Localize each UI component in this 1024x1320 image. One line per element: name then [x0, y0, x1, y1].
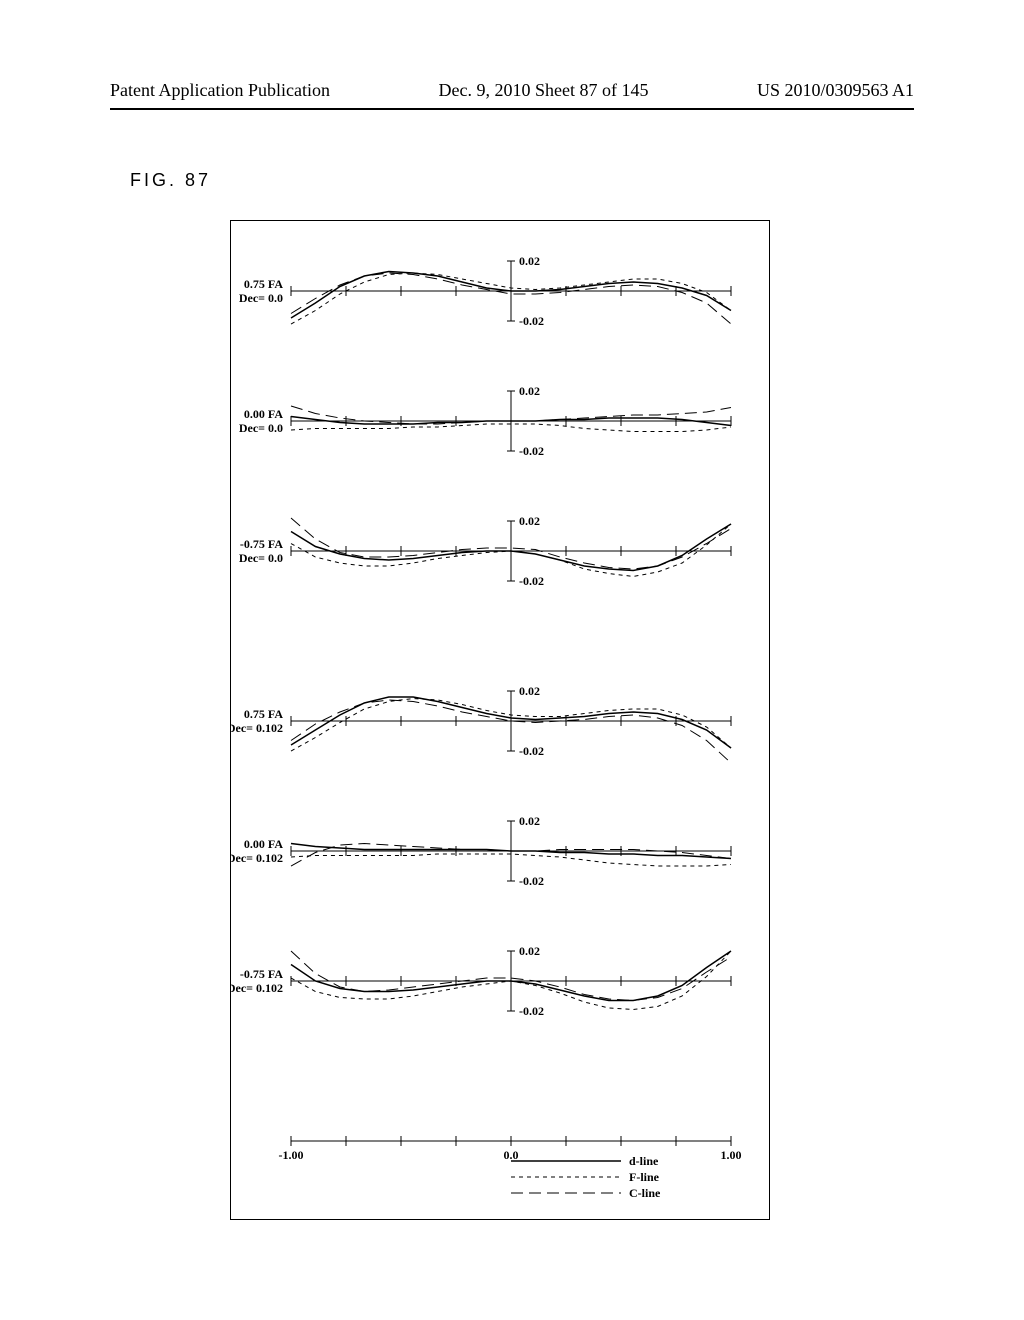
svg-text:C-line: C-line: [629, 1186, 661, 1200]
svg-text:Dec= 0.0: Dec= 0.0: [239, 291, 283, 305]
svg-text:-0.75 FA: -0.75 FA: [240, 537, 283, 551]
chart-frame: 0.02-0.020.75 FADec= 0.00.02-0.020.00 FA…: [230, 220, 770, 1220]
svg-text:0.02: 0.02: [519, 814, 540, 828]
header-center: Dec. 9, 2010 Sheet 87 of 145: [438, 80, 648, 101]
svg-text:F-line: F-line: [629, 1170, 660, 1184]
header-left: Patent Application Publication: [110, 80, 330, 101]
svg-text:-0.02: -0.02: [519, 314, 544, 328]
figure-label: FIG. 87: [130, 170, 211, 191]
header-rule: [110, 108, 914, 110]
svg-text:Dec= 0.0: Dec= 0.0: [239, 421, 283, 435]
svg-text:0.02: 0.02: [519, 684, 540, 698]
svg-text:-0.02: -0.02: [519, 444, 544, 458]
svg-text:-0.02: -0.02: [519, 744, 544, 758]
svg-text:Dec= 0.102: Dec= 0.102: [231, 981, 283, 995]
svg-text:-1.00: -1.00: [279, 1148, 304, 1162]
svg-text:Dec= 0.102: Dec= 0.102: [231, 721, 283, 735]
svg-text:d-line: d-line: [629, 1154, 659, 1168]
svg-text:0.02: 0.02: [519, 384, 540, 398]
svg-text:0.0: 0.0: [504, 1148, 519, 1162]
svg-text:Dec= 0.102: Dec= 0.102: [231, 851, 283, 865]
svg-text:0.00 FA: 0.00 FA: [244, 837, 283, 851]
svg-text:0.00 FA: 0.00 FA: [244, 407, 283, 421]
header-right: US 2010/0309563 A1: [757, 80, 914, 101]
svg-text:0.02: 0.02: [519, 254, 540, 268]
svg-text:Dec= 0.0: Dec= 0.0: [239, 551, 283, 565]
svg-text:0.02: 0.02: [519, 514, 540, 528]
svg-text:-0.02: -0.02: [519, 574, 544, 588]
svg-text:0.75 FA: 0.75 FA: [244, 277, 283, 291]
svg-text:-0.02: -0.02: [519, 874, 544, 888]
svg-text:1.00: 1.00: [721, 1148, 742, 1162]
svg-text:0.75 FA: 0.75 FA: [244, 707, 283, 721]
svg-text:-0.02: -0.02: [519, 1004, 544, 1018]
svg-text:0.02: 0.02: [519, 944, 540, 958]
svg-text:-0.75 FA: -0.75 FA: [240, 967, 283, 981]
aberration-chart: 0.02-0.020.75 FADec= 0.00.02-0.020.00 FA…: [231, 221, 771, 1221]
